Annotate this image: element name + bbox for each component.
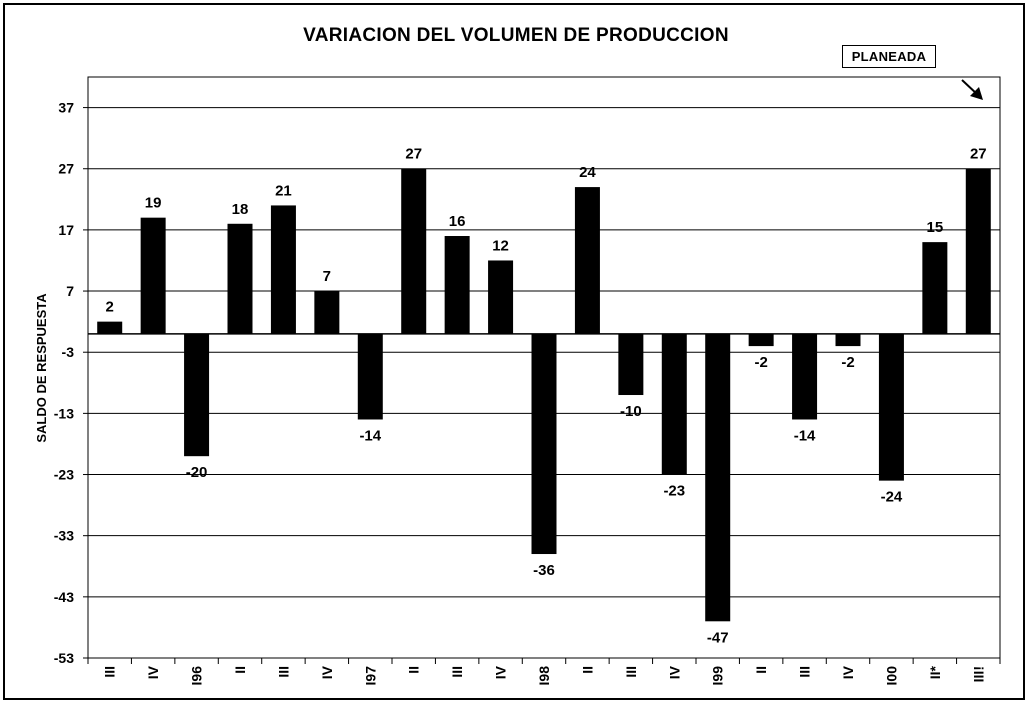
y-tick-label: -53 <box>54 650 74 666</box>
bar <box>618 333 644 396</box>
x-tick-label: II* <box>927 665 943 679</box>
x-tick-label: IV <box>145 665 161 679</box>
data-label: -14 <box>359 427 381 444</box>
x-tick-label: III <box>797 666 813 678</box>
data-label: -36 <box>533 562 555 579</box>
bar <box>748 333 774 347</box>
data-label: 15 <box>927 219 944 236</box>
data-label: -2 <box>841 354 854 371</box>
x-tick-label: III! <box>970 666 986 682</box>
bar <box>965 168 991 334</box>
bar <box>401 168 427 334</box>
data-label: -24 <box>881 489 903 506</box>
planeada-annotation: PLANEADA <box>842 45 936 68</box>
bar <box>922 242 948 334</box>
x-tick-label: I96 <box>189 666 205 686</box>
data-label: 21 <box>275 182 292 199</box>
bar <box>270 205 296 334</box>
x-tick-label: I98 <box>536 666 552 686</box>
x-tick-label: II <box>406 666 422 674</box>
bar <box>184 333 210 457</box>
bar <box>357 333 383 420</box>
y-tick-label: -3 <box>62 344 75 360</box>
x-tick-label: II <box>579 666 595 674</box>
y-tick-label: -43 <box>54 589 74 605</box>
bar <box>792 333 818 420</box>
bar <box>661 333 687 475</box>
data-label: -10 <box>620 403 642 420</box>
planeada-arrow <box>961 79 983 100</box>
bar <box>97 321 123 334</box>
bar <box>878 333 904 481</box>
bar <box>444 236 470 334</box>
y-tick-label: -33 <box>54 528 74 544</box>
data-label: 2 <box>106 299 114 316</box>
data-labels: 2 19 -20 18 21 7 -14 27 16 12 -36 24 -10 -23 -47 -2 -14 -… <box>106 146 987 647</box>
bar <box>835 333 861 347</box>
data-label: 18 <box>232 201 249 218</box>
data-label: -14 <box>794 427 816 444</box>
x-tick-label: I97 <box>362 666 378 686</box>
data-label: 7 <box>323 268 331 285</box>
x-tick-label: IV <box>493 665 509 679</box>
x-tick-label: III <box>275 666 291 678</box>
x-tick-labels: III IV I96 II III IV I97 II III IV I98 II III IV I99 II… <box>87 658 1001 686</box>
y-tick-label: 17 <box>58 222 74 238</box>
y-tick-label: 7 <box>66 283 74 299</box>
bar <box>227 223 253 334</box>
data-label: 27 <box>970 146 987 163</box>
bar <box>531 333 557 555</box>
data-label: 24 <box>579 164 596 181</box>
x-tick-label: IV <box>319 665 335 679</box>
x-tick-label: I00 <box>883 666 899 686</box>
x-tick-label: II <box>232 666 248 674</box>
data-label: 27 <box>405 146 422 163</box>
plot-area <box>87 76 1001 659</box>
bars <box>97 168 991 622</box>
x-tick-label: IV <box>666 665 682 679</box>
x-tick-label: II <box>753 666 769 674</box>
y-tick-label: -13 <box>54 405 74 421</box>
x-tick-label: IV <box>840 665 856 679</box>
x-tick-label: III <box>449 666 465 678</box>
y-axis-label: SALDO DE RESPUESTA <box>34 293 49 443</box>
bar <box>488 260 514 334</box>
bar <box>140 217 166 334</box>
data-label: 12 <box>492 237 509 254</box>
y-tick-labels: 37 27 17 7 -3 -13 -23 -33 -43 -53 <box>54 100 88 666</box>
y-tick-label: -23 <box>54 467 74 483</box>
bar <box>705 333 731 622</box>
y-tick-label: 27 <box>58 161 74 177</box>
bar <box>574 187 600 334</box>
bar <box>314 291 340 334</box>
data-label: -47 <box>707 629 729 646</box>
x-tick-label: I99 <box>710 666 726 686</box>
data-label: -23 <box>663 483 685 500</box>
chart-frame <box>3 3 1025 700</box>
chart-title: VARIACION DEL VOLUMEN DE PRODUCCION <box>303 25 729 46</box>
data-label: 16 <box>449 213 466 230</box>
data-label: 19 <box>145 195 162 212</box>
y-tick-label: 37 <box>58 100 74 116</box>
x-tick-label: III <box>623 666 639 678</box>
x-tick-label: III <box>102 666 118 678</box>
data-label: -20 <box>186 464 208 481</box>
data-label: -2 <box>754 354 767 371</box>
